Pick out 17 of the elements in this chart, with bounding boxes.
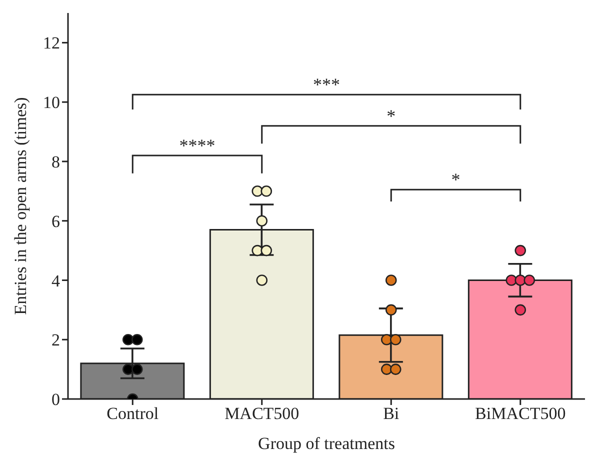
- y-tick-label: 8: [52, 152, 60, 172]
- y-tick-label: 4: [52, 271, 60, 290]
- annotation: *: [386, 106, 396, 126]
- annotation: *: [451, 170, 460, 190]
- y-tick-label: 2: [52, 330, 60, 350]
- x-tick-label: Bi: [383, 404, 400, 424]
- y-tick-label: 0: [52, 390, 60, 410]
- x-axis-title: Group of treatments: [258, 434, 395, 453]
- y-tick-label: 12: [43, 34, 60, 53]
- y-tick-label: 10: [43, 93, 60, 112]
- annotation: ***: [313, 74, 340, 95]
- x-tick-label: Control: [106, 404, 159, 424]
- y-tick-label: 6: [52, 212, 60, 231]
- x-tick-label: MACT500: [224, 404, 300, 424]
- annotation: ****: [179, 136, 216, 156]
- x-tick-label: BiMACT500: [475, 404, 566, 424]
- y-axis-title: Entries in the open arms (times): [11, 97, 30, 315]
